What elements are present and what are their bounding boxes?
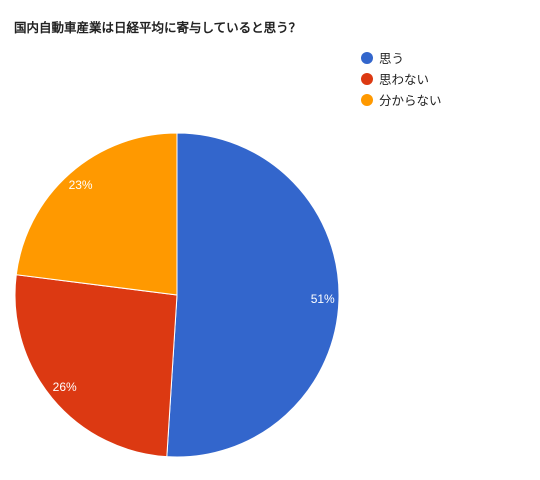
legend-item-wakaranai[interactable]: 分からない: [361, 89, 442, 110]
pie-slice-wakaranai[interactable]: [15, 132, 178, 296]
slice-label-wakaranai: 23%: [69, 178, 93, 192]
slice-label-omowanai: 26%: [53, 380, 77, 394]
chart-title: 国内自動車産業は日経平均に寄与していると思う？: [14, 20, 302, 35]
legend-label-omowanai: 思わない: [379, 72, 430, 87]
legend-label-wakaranai: 分からない: [379, 93, 442, 108]
pie-slice-omou[interactable]: [166, 132, 340, 458]
legend-label-omou: 思う: [379, 51, 405, 66]
legend-swatch-omou: [361, 51, 373, 64]
legend-swatch-wakaranai: [361, 93, 373, 106]
legend: 思う 思わない 分からない: [361, 47, 442, 110]
slice-label-omou: 51%: [311, 292, 335, 306]
legend-swatch-omowanai: [361, 72, 373, 85]
pie-slice-omowanai[interactable]: [14, 274, 178, 458]
legend-item-omou[interactable]: 思う: [361, 47, 442, 68]
legend-item-omowanai[interactable]: 思わない: [361, 68, 442, 89]
